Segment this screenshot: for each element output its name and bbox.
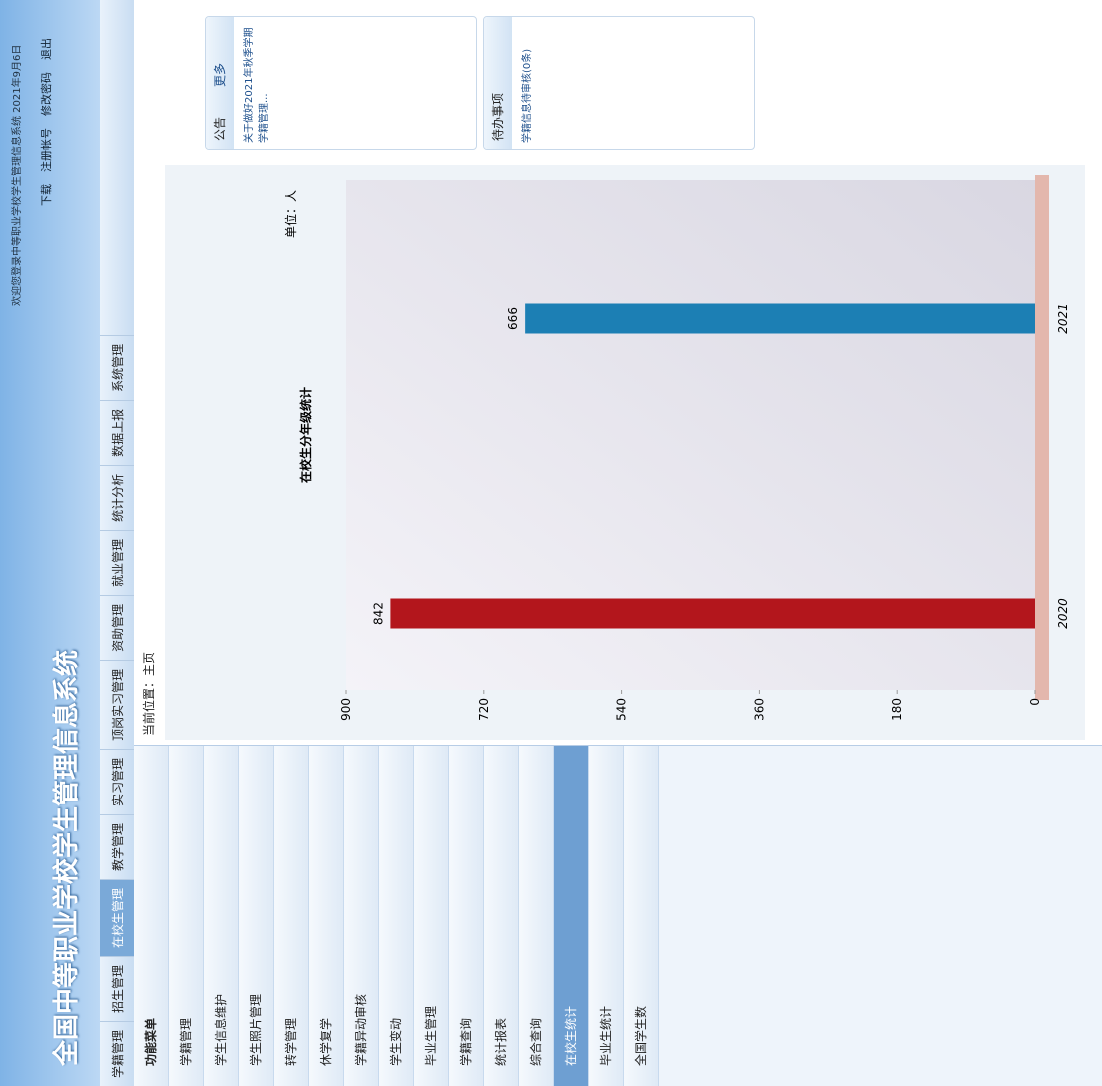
panel-item[interactable]: 关于做好2021年秋季学期学籍管理... (244, 27, 270, 143)
sidebar-item[interactable]: 学籍异动审核 (344, 746, 379, 1086)
top-link[interactable]: 注册帐号 (40, 128, 53, 172)
y-tick-label: 360 (752, 698, 766, 721)
header: 全国中等职业学校学生管理信息系统 下载 注册帐号 修改密码 退出 欢迎您登录中等职业学… (0, 0, 100, 1086)
sidebar-item[interactable]: 在校生统计 (554, 746, 589, 1086)
y-tick-label: 720 (477, 698, 491, 721)
menu-item[interactable]: 在校生管理 (100, 878, 134, 956)
y-tick-label: 0 (1028, 698, 1042, 706)
main-menu: 学籍管理 招生管理 在校生管理 教学管理 实习管理 顶岗实习管理 资助管理 就业管理 统计分析数… (100, 0, 134, 1086)
sidebar-item[interactable]: 毕业生管理 (414, 746, 449, 1086)
sidebar-item[interactable]: 转学管理 (274, 746, 309, 1086)
menu-item[interactable]: 顶岗实习管理 (100, 659, 134, 749)
menu-item[interactable]: 实习管理 (100, 748, 134, 814)
menu-item[interactable]: 学籍管理 (100, 1020, 134, 1086)
top-links: 下载 注册帐号 修改密码 退出 (38, 38, 54, 206)
sidebar-item[interactable]: 学生信息维护 (204, 746, 239, 1086)
value-label: 666 (506, 307, 520, 330)
top-link[interactable]: 下载 (40, 184, 53, 206)
x-tick-label: 2021 (1056, 303, 1070, 334)
panel-title: 公告 (213, 116, 227, 141)
user-info: 欢迎您登录中等职业学校学生管理信息系统 2021年9月6日 (12, 44, 23, 306)
panel-header: 公告更多 (206, 17, 234, 149)
floor (1035, 175, 1049, 700)
menu-item[interactable]: 招生管理 (100, 955, 134, 1021)
app-title: 全国中等职业学校学生管理信息系统 (52, 649, 82, 1066)
panel-header: 待办事项 (484, 17, 512, 149)
menu-item[interactable]: 统计分析 (100, 464, 134, 530)
sidebar-title: 功能菜单 (134, 746, 169, 1086)
sidebar-item[interactable]: 全国学生数 (624, 746, 659, 1086)
menu-item[interactable]: 就业管理 (100, 529, 134, 595)
sidebar-item[interactable]: 学生变动 (379, 746, 414, 1086)
menu-item[interactable]: 资助管理 (100, 594, 134, 660)
breadcrumb: 当前位置：主页 (142, 651, 156, 736)
sidebar: 功能菜单 学籍管理 学生信息维护 学生照片管理 转学管理 休学复学 学籍异动审核 学生变动 毕业… (134, 745, 1102, 1086)
bar (390, 598, 1035, 629)
panel-title: 待办事项 (491, 92, 505, 141)
x-tick-label: 2020 (1056, 598, 1070, 629)
value-label: 842 (371, 602, 385, 625)
chart-title: 在校生分年级统计 (298, 387, 313, 483)
sidebar-item[interactable]: 学籍管理 (169, 746, 204, 1086)
panel: 公告 更多 关于做好2021年秋季学期学籍管理... (205, 16, 477, 150)
top-link[interactable]: 退出 (40, 38, 53, 60)
panel: 待办事项 学籍信息待审核(0条) (483, 16, 755, 150)
menu-item[interactable]: 数据上报 (100, 399, 134, 465)
top-link[interactable]: 修改密码 (40, 72, 53, 116)
y-tick-label: 540 (615, 698, 629, 721)
sidebar-item[interactable]: 休学复学 (309, 746, 344, 1086)
panel-more[interactable]: 更多 (213, 62, 227, 87)
panel-item[interactable]: 学籍信息待审核(0条) (522, 48, 533, 143)
menu-item[interactable]: 教学管理 (100, 813, 134, 879)
sidebar-item[interactable]: 统计报表 (484, 746, 519, 1086)
bar (525, 303, 1035, 334)
unit-label: 单位：人 (283, 190, 298, 238)
sidebar-item[interactable]: 毕业生统计 (589, 746, 624, 1086)
sidebar-item[interactable]: 学籍查询 (449, 746, 484, 1086)
sidebar-item[interactable]: 综合查询 (519, 746, 554, 1086)
sidebar-item[interactable]: 学生照片管理 (239, 746, 274, 1086)
chart: 在校生分年级统计 单位：人 0 180 360 540 720 900 842 2020 666 20… (165, 165, 1085, 740)
y-tick-label: 900 (339, 698, 353, 721)
y-tick-label: 180 (890, 698, 904, 721)
menu-item[interactable]: 系统管理 (100, 334, 134, 400)
